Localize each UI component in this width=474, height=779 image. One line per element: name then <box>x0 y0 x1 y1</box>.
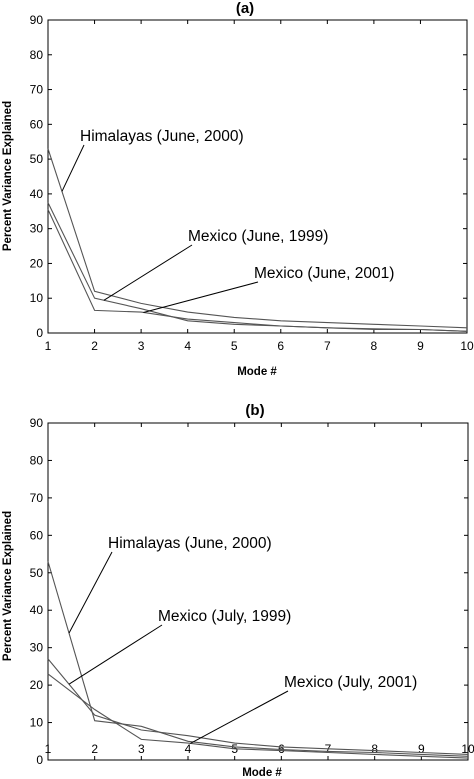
x-tick-label: 1 <box>45 742 52 756</box>
panel-a-x-axis-label: Mode # <box>237 366 277 378</box>
series-line-2 <box>47 673 469 759</box>
x-tick-label: 8 <box>371 339 378 353</box>
y-tick-label: 70 <box>30 491 44 505</box>
y-tick-label: 60 <box>30 528 44 542</box>
annotation-leader-line <box>190 690 289 744</box>
x-tick-label: 5 <box>231 339 238 353</box>
y-tick-label: 0 <box>36 753 43 767</box>
panel-b-y-axis-label: Percent Variance Explained <box>2 511 14 661</box>
y-tick-label: 50 <box>30 566 44 580</box>
panel-b-x-axis-label: Mode # <box>242 767 282 779</box>
y-tick-label: 50 <box>30 152 44 166</box>
annotation-leader-line <box>68 624 163 685</box>
series-line-0 <box>47 148 468 329</box>
x-tick-label: 8 <box>371 742 378 756</box>
x-tick-label: 9 <box>417 339 424 353</box>
annotation-label: Himalayas (June, 2000) <box>80 128 244 145</box>
y-tick-label: 20 <box>30 678 44 692</box>
annotation-label: Mexico (June, 1999) <box>188 228 328 245</box>
x-tick-label: 10 <box>460 339 474 353</box>
series-line-1 <box>47 658 469 755</box>
y-tick-label: 30 <box>30 222 44 236</box>
panel-a-plot-frame <box>47 19 468 334</box>
annotation-leader-line <box>61 144 85 192</box>
x-tick-label: 6 <box>277 339 284 353</box>
panel-a-title: (a) <box>236 0 254 17</box>
panel-b-annotations: Himalayas (June, 2000) Mexico (July, 1999… <box>68 535 417 744</box>
y-tick-label: 30 <box>30 641 44 655</box>
panel-b-series <box>47 561 469 759</box>
annotation-leader-line <box>68 551 113 634</box>
y-tick-label: 70 <box>30 83 44 97</box>
x-tick-label: 4 <box>184 339 191 353</box>
x-tick-label: 3 <box>138 742 145 756</box>
x-tick-label: 10 <box>461 742 474 756</box>
y-tick-label: 20 <box>30 256 44 270</box>
annotation-leader-line <box>143 281 259 313</box>
annotation-label: Himalayas (June, 2000) <box>108 535 272 552</box>
y-tick-label: 10 <box>30 291 44 305</box>
x-tick-label: 2 <box>91 339 98 353</box>
y-tick-label: 60 <box>30 117 44 131</box>
panel-a-ticks: 0 10 20 30 40 50 60 70 80 90 1 2 3 4 5 6 7 8 9 10 <box>30 13 474 353</box>
x-tick-label: 3 <box>138 339 145 353</box>
y-tick-label: 10 <box>30 716 44 730</box>
x-tick-label: 7 <box>324 339 331 353</box>
panel-b-plot-frame <box>47 422 469 761</box>
x-tick-label: 1 <box>45 339 52 353</box>
y-tick-label: 40 <box>30 603 44 617</box>
x-tick-label: 9 <box>418 742 425 756</box>
y-tick-label: 80 <box>30 48 44 62</box>
series-line-2 <box>47 209 468 332</box>
y-tick-label: 90 <box>30 416 44 430</box>
panel-a-y-axis-label: Percent Variance Explained <box>2 101 14 251</box>
panel-a-annotations: Himalayas (June, 2000) Mexico (June, 1999… <box>61 128 394 313</box>
panel-b-title: (b) <box>245 402 264 419</box>
x-tick-label: 2 <box>91 742 98 756</box>
panel-a: (a) 0 10 20 30 40 50 60 70 80 90 1 2 3 4 5 6 7 8 9 10 Himal… <box>2 0 474 378</box>
y-tick-label: 40 <box>30 187 44 201</box>
annotation-label: Mexico (July, 2001) <box>284 674 417 691</box>
x-tick-label: 4 <box>185 742 192 756</box>
y-tick-label: 80 <box>30 453 44 467</box>
panel-a-series <box>47 148 468 332</box>
annotation-leader-line <box>103 244 193 301</box>
series-line-0 <box>47 561 469 757</box>
annotation-label: Mexico (June, 2001) <box>254 265 394 282</box>
y-tick-label: 90 <box>30 13 44 27</box>
annotation-label: Mexico (July, 1999) <box>158 608 291 625</box>
y-tick-label: 0 <box>36 326 43 340</box>
